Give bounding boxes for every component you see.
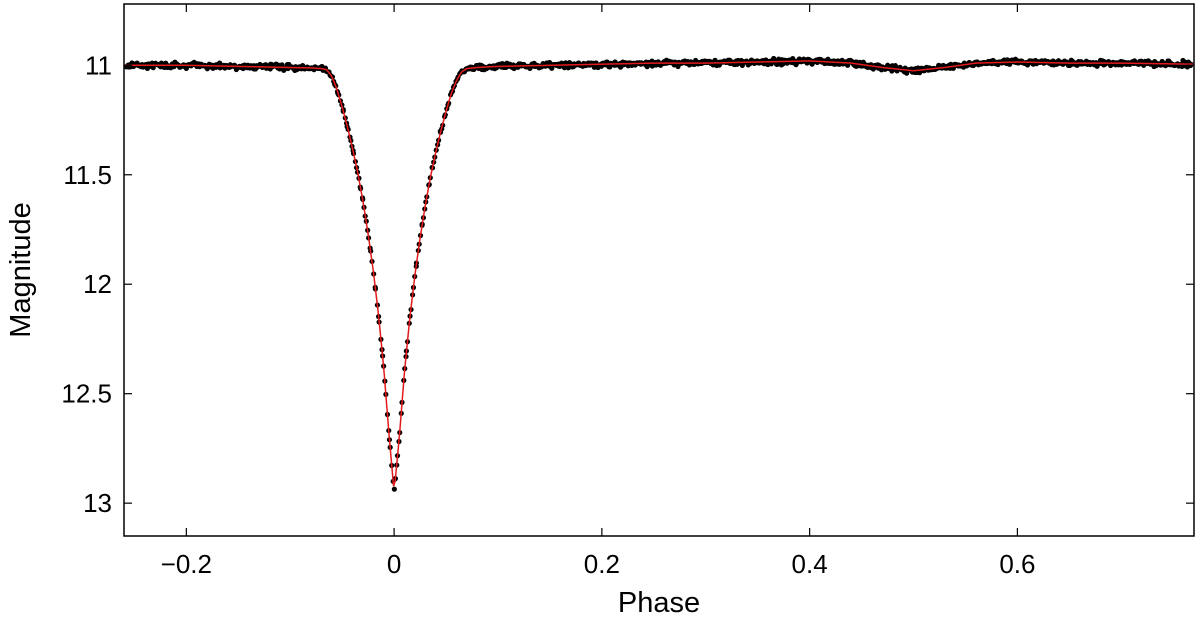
y-tick-label: 12	[83, 269, 112, 299]
axes-frame	[123, 3, 1195, 537]
y-axis-ticks: 11 11.5 12 12.5 13	[61, 50, 1194, 518]
y-axis-title: Magnitude	[5, 202, 37, 337]
x-tick-label: 0.2	[584, 549, 620, 579]
model-curve-line	[124, 60, 1193, 487]
x-tick-label: −0.2	[161, 549, 212, 579]
data-point	[391, 486, 397, 492]
y-tick-label: 11	[85, 50, 112, 80]
x-tick-label: 0	[387, 549, 401, 579]
y-tick-label: 11.5	[63, 160, 112, 190]
y-tick-label: 13	[83, 488, 112, 518]
x-axis-title: Phase	[618, 587, 700, 618]
x-axis-ticks: −0.2 0 0.2 0.4 0.6	[161, 4, 1035, 579]
data-points	[123, 55, 1194, 492]
x-tick-label: 0.4	[792, 549, 828, 579]
x-tick-label: 0.6	[999, 549, 1035, 579]
y-tick-label: 12.5	[61, 379, 112, 409]
